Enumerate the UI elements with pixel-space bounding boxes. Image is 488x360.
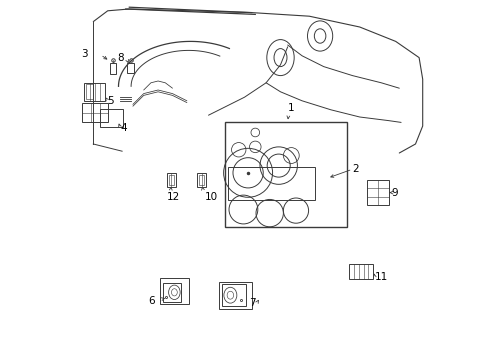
Text: 3: 3 <box>81 49 88 59</box>
Bar <box>166 173 176 187</box>
Text: 4: 4 <box>120 123 127 133</box>
Bar <box>168 175 174 185</box>
Bar <box>348 264 373 279</box>
Bar <box>222 284 245 306</box>
Text: 5: 5 <box>107 96 113 106</box>
Bar <box>163 283 181 302</box>
Bar <box>127 63 134 73</box>
Bar <box>160 278 188 304</box>
Bar <box>228 167 314 200</box>
Text: 12: 12 <box>166 192 180 202</box>
Text: 1: 1 <box>287 103 294 113</box>
Bar <box>86 84 93 99</box>
Bar <box>82 103 108 122</box>
Bar <box>224 122 346 227</box>
Bar <box>84 83 105 101</box>
Text: 6: 6 <box>148 296 155 306</box>
Text: 2: 2 <box>352 164 358 174</box>
Text: 11: 11 <box>374 272 387 282</box>
Bar <box>219 282 252 309</box>
Bar <box>199 175 204 185</box>
Bar <box>100 109 123 127</box>
Text: 9: 9 <box>390 188 397 198</box>
Bar <box>197 173 206 187</box>
Text: 10: 10 <box>204 192 218 202</box>
Text: 7: 7 <box>249 298 256 308</box>
Bar <box>110 63 116 74</box>
Text: 8: 8 <box>117 53 123 63</box>
Bar <box>366 180 388 205</box>
